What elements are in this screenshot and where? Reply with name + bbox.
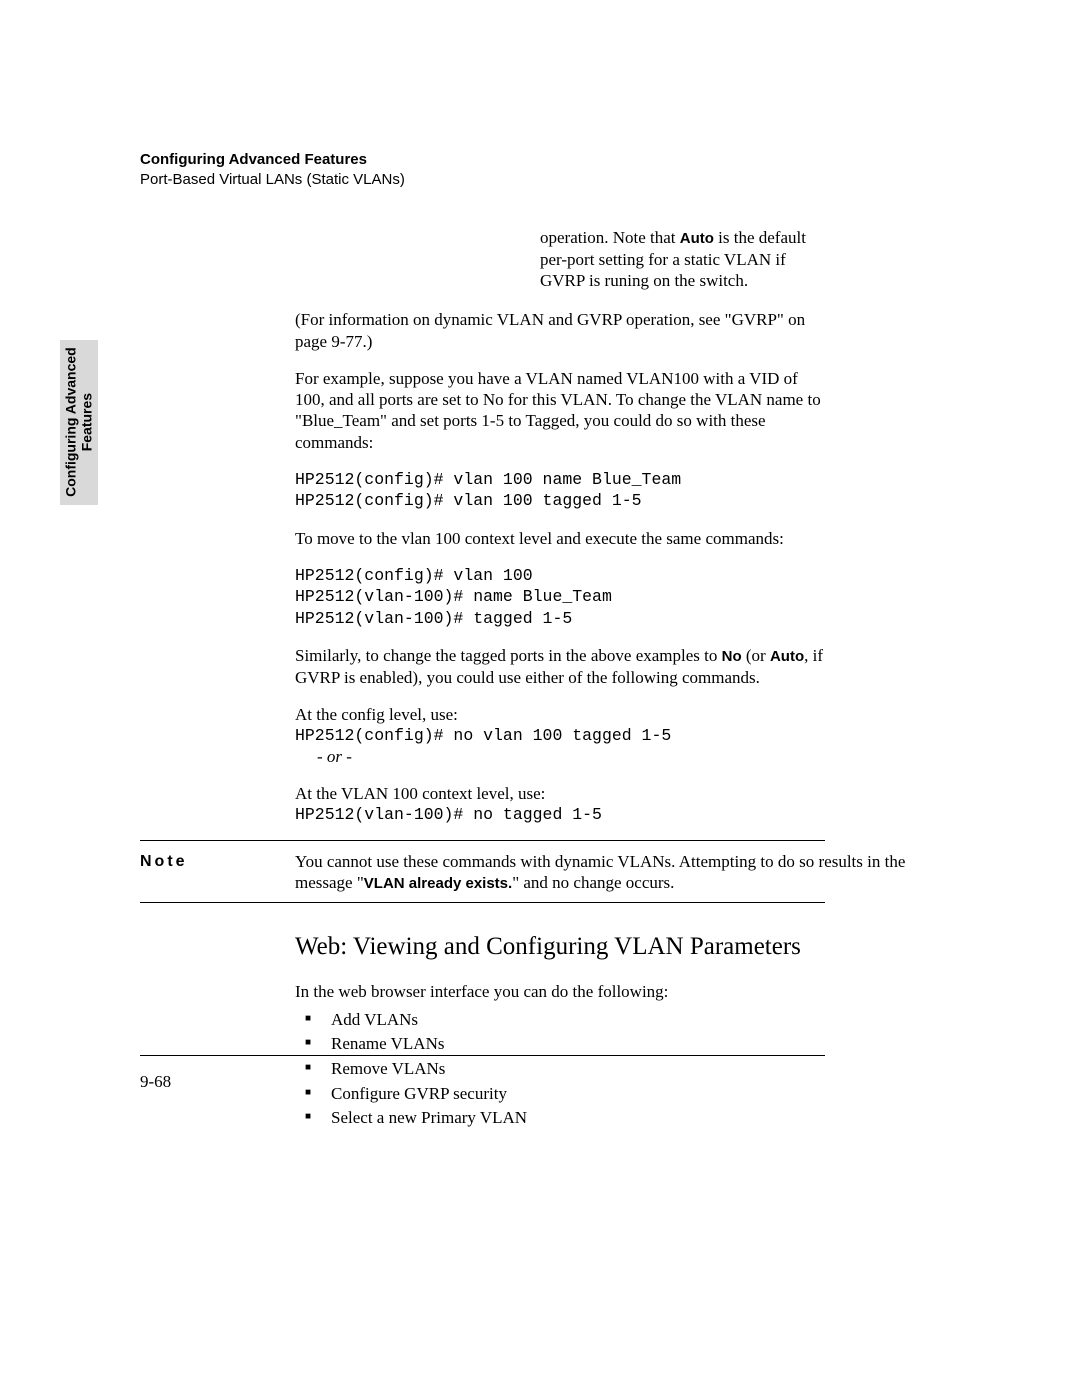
paragraph-move: To move to the vlan 100 context level an… (295, 528, 825, 549)
list-item: Rename VLANs (305, 1032, 825, 1057)
note-label: Note (140, 851, 295, 871)
header-title: Configuring Advanced Features (140, 150, 950, 170)
code-block-4: HP2512(vlan-100)# no tagged 1-5 (295, 804, 825, 825)
list-item: Select a new Primary VLAN (305, 1106, 825, 1131)
note-rule-top (140, 840, 825, 841)
config-level-label: At the config level, use: (295, 704, 825, 725)
side-tab: Configuring AdvancedFeatures (60, 340, 98, 505)
code-block-2: HP2512(config)# vlan 100 HP2512(vlan-100… (295, 565, 825, 629)
bullet-list: Add VLANs Rename VLANs Remove VLANs Conf… (295, 1008, 825, 1131)
bold-auto2: Auto (770, 648, 804, 665)
web-intro: In the web browser interface you can do … (295, 981, 825, 1002)
bold-vlan-exists: VLAN already exists. (364, 875, 512, 892)
content-column: operation. Note that Auto is the default… (295, 227, 825, 826)
paragraph-example: For example, suppose you have a VLAN nam… (295, 368, 825, 453)
bold-no: No (722, 648, 742, 665)
paragraph-similarly: Similarly, to change the tagged ports in… (295, 645, 825, 688)
page-header: Configuring Advanced Features Port-Based… (140, 150, 950, 189)
note-body: You cannot use these commands with dynam… (295, 851, 950, 894)
header-subtitle: Port-Based Virtual LANs (Static VLANs) (140, 170, 950, 190)
code-block-1: HP2512(config)# vlan 100 name Blue_Team … (295, 469, 825, 512)
content-column-2: Web: Viewing and Configuring VLAN Parame… (295, 933, 825, 1131)
or-separator: - or - (295, 747, 825, 767)
vlan-level-label: At the VLAN 100 context level, use: (295, 783, 825, 804)
side-tab-label: Configuring AdvancedFeatures (63, 348, 95, 498)
section-heading: Web: Viewing and Configuring VLAN Parame… (295, 933, 825, 961)
code-block-3: HP2512(config)# no vlan 100 tagged 1-5 (295, 725, 825, 746)
text: Similarly, to change the tagged ports in… (295, 646, 722, 665)
config-level-block: At the config level, use: HP2512(config)… (295, 704, 825, 767)
text: (or (742, 646, 770, 665)
note-rule-bottom (140, 902, 825, 903)
page: Configuring Advanced Features Port-Based… (0, 0, 1080, 1397)
page-number: 9-68 (140, 1072, 171, 1092)
list-item: Remove VLANs (305, 1057, 825, 1082)
text: " and no change occurs. (512, 873, 674, 892)
text: operation. Note that (540, 228, 680, 247)
bold-auto: Auto (680, 230, 714, 247)
list-item: Add VLANs (305, 1008, 825, 1033)
footer-rule (140, 1055, 825, 1056)
list-item: Configure GVRP security (305, 1082, 825, 1107)
note-block: Note You cannot use these commands with … (140, 851, 950, 894)
vlan-level-block: At the VLAN 100 context level, use: HP25… (295, 783, 825, 826)
intro-paragraph: operation. Note that Auto is the default… (540, 227, 825, 291)
paragraph-gvrp-ref: (For information on dynamic VLAN and GVR… (295, 309, 825, 352)
